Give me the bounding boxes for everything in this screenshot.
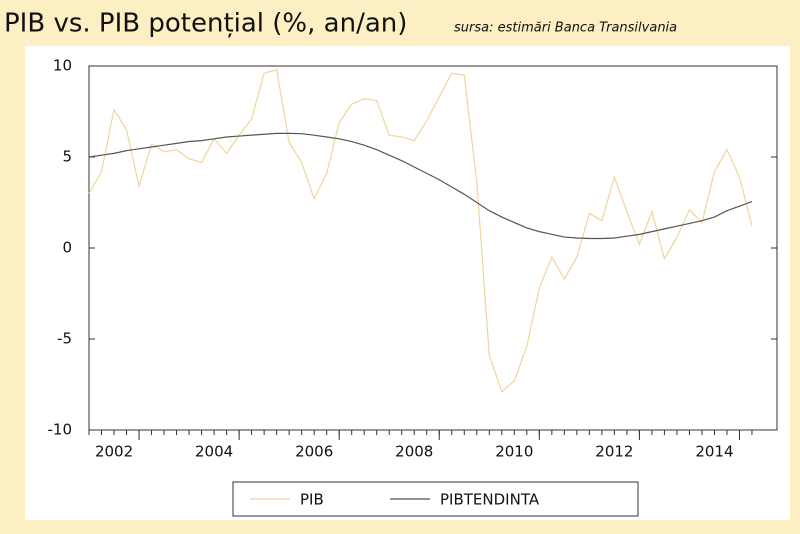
x-tick-label: 2004 (195, 443, 233, 461)
y-tick-label: 5 (62, 148, 72, 166)
y-tick-label: 0 (62, 239, 72, 257)
x-tick-label: 2014 (695, 443, 733, 461)
legend-label: PIB (300, 491, 324, 509)
series-line (88, 132, 753, 240)
chart-subtitle: sursa: estimări Banca Transilvania (454, 21, 677, 36)
y-tick-label: 10 (53, 57, 72, 75)
series-line (88, 68, 753, 393)
x-tick-label: 2008 (395, 443, 433, 461)
y-tick-label: -10 (48, 421, 73, 439)
chart-title: PIB vs. PIB potențial (%, an/an) (4, 9, 407, 39)
chart-panel (25, 46, 790, 520)
x-tick-label: 2006 (295, 443, 333, 461)
x-tick-label: 2002 (95, 443, 133, 461)
legend-box (232, 481, 639, 517)
legend-label: PIBTENDINTA (440, 491, 540, 509)
y-tick-label: -5 (57, 330, 72, 348)
x-tick-label: 2012 (595, 443, 633, 461)
x-tick-label: 2010 (495, 443, 533, 461)
